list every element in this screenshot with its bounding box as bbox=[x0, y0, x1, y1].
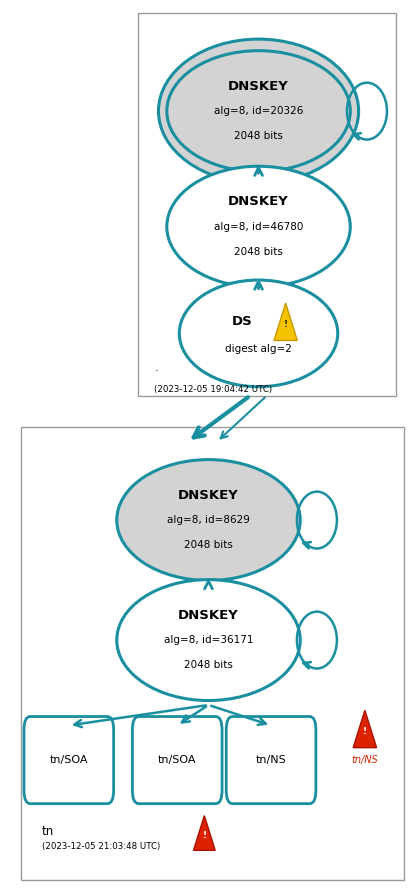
Text: DNSKEY: DNSKEY bbox=[178, 489, 239, 501]
Text: .: . bbox=[154, 363, 158, 373]
Text: DNSKEY: DNSKEY bbox=[228, 196, 289, 208]
Text: alg=8, id=20326: alg=8, id=20326 bbox=[214, 106, 303, 116]
Ellipse shape bbox=[167, 51, 350, 172]
Text: tn/SOA: tn/SOA bbox=[158, 755, 196, 765]
Polygon shape bbox=[353, 710, 377, 748]
FancyBboxPatch shape bbox=[226, 717, 316, 804]
Text: !: ! bbox=[202, 831, 206, 840]
Text: alg=8, id=46780: alg=8, id=46780 bbox=[214, 221, 303, 232]
Text: !: ! bbox=[363, 727, 367, 736]
Text: digest alg=2: digest alg=2 bbox=[225, 344, 292, 355]
Text: 2048 bits: 2048 bits bbox=[184, 540, 233, 550]
FancyBboxPatch shape bbox=[133, 717, 222, 804]
FancyBboxPatch shape bbox=[21, 427, 404, 880]
Text: !: ! bbox=[284, 320, 288, 329]
Text: alg=8, id=8629: alg=8, id=8629 bbox=[167, 515, 250, 525]
Ellipse shape bbox=[179, 280, 338, 387]
Text: 2048 bits: 2048 bits bbox=[234, 246, 283, 257]
Text: 2048 bits: 2048 bits bbox=[234, 131, 283, 141]
Polygon shape bbox=[193, 816, 215, 850]
Polygon shape bbox=[274, 303, 297, 340]
Text: tn: tn bbox=[42, 825, 54, 837]
Text: tn/SOA: tn/SOA bbox=[50, 755, 88, 765]
Ellipse shape bbox=[117, 580, 300, 701]
Text: DNSKEY: DNSKEY bbox=[178, 609, 239, 621]
FancyBboxPatch shape bbox=[138, 13, 396, 396]
Text: DS: DS bbox=[231, 316, 252, 328]
FancyBboxPatch shape bbox=[24, 717, 113, 804]
Text: tn/NS: tn/NS bbox=[256, 755, 286, 765]
Text: alg=8, id=36171: alg=8, id=36171 bbox=[164, 635, 253, 645]
Text: (2023-12-05 21:03:48 UTC): (2023-12-05 21:03:48 UTC) bbox=[42, 842, 160, 851]
Text: (2023-12-05 19:04:42 UTC): (2023-12-05 19:04:42 UTC) bbox=[154, 385, 272, 394]
Ellipse shape bbox=[117, 460, 300, 581]
Text: 2048 bits: 2048 bits bbox=[184, 660, 233, 670]
Ellipse shape bbox=[158, 39, 359, 183]
Text: DNSKEY: DNSKEY bbox=[228, 80, 289, 92]
Text: tn/NS: tn/NS bbox=[352, 755, 378, 765]
Ellipse shape bbox=[167, 166, 350, 287]
